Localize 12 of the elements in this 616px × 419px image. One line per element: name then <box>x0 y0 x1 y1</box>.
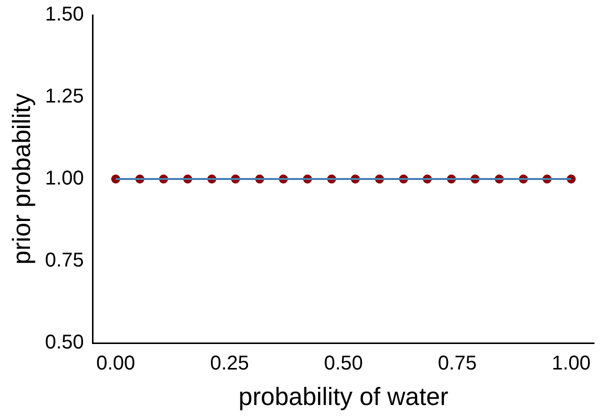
x-tick-label: 1.00 <box>552 352 591 375</box>
y-tick-label: 1.50 <box>44 4 84 26</box>
x-tick-label: 0.50 <box>324 352 363 375</box>
x-tick-label: 0.75 <box>438 352 477 375</box>
y-tick-label: 1.00 <box>44 168 84 190</box>
x-tick-label: 0.00 <box>96 352 136 375</box>
x-tick-label: 0.25 <box>210 352 250 375</box>
y-tick-label: 0.75 <box>44 250 84 272</box>
x-axis-title: probability of water <box>238 382 448 411</box>
y-tick-label: 0.50 <box>44 332 84 354</box>
y-axis-title: prior probability <box>8 93 36 264</box>
y-tick-label: 1.25 <box>44 86 84 108</box>
